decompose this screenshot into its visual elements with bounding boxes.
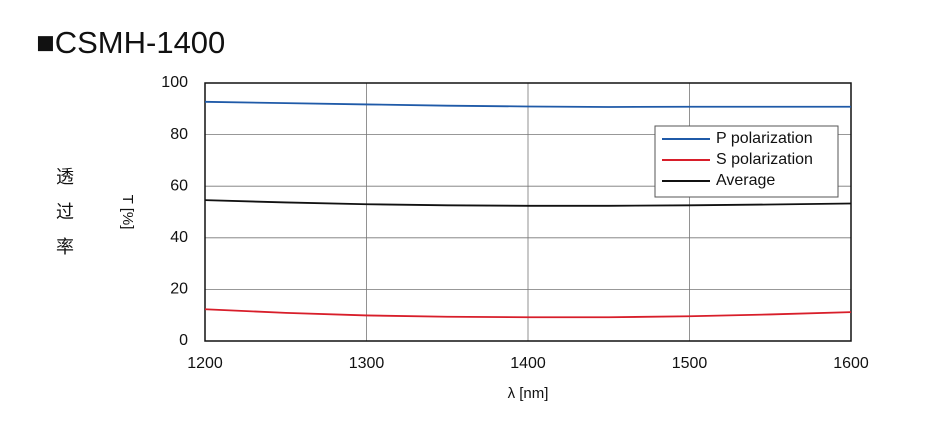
x-tick-label: 1500 bbox=[672, 355, 708, 372]
data-line bbox=[204, 100, 851, 108]
chart-title: ■CSMH-1400 bbox=[36, 25, 225, 60]
y-tick-label: 0 bbox=[179, 332, 188, 349]
legend-label: S polarization bbox=[716, 151, 813, 168]
side-label: 过 bbox=[56, 202, 74, 223]
data-line bbox=[204, 199, 852, 207]
y-tick-label: 60 bbox=[170, 177, 188, 194]
legend-box bbox=[654, 125, 839, 198]
plot-frame bbox=[204, 82, 852, 342]
x-axis-label: λ [nm] bbox=[508, 385, 549, 402]
y-tick-label: 40 bbox=[170, 229, 188, 246]
y-axis-label: T [%] bbox=[119, 195, 136, 230]
x-tick-label: 1300 bbox=[349, 355, 385, 372]
legend-label: P polarization bbox=[716, 130, 813, 147]
data-line bbox=[204, 308, 852, 319]
y-tick-label: 80 bbox=[170, 126, 188, 143]
side-label: 透 bbox=[56, 167, 74, 188]
side-label: 率 bbox=[56, 237, 74, 258]
y-tick-label: 100 bbox=[161, 74, 188, 91]
x-tick-label: 1200 bbox=[187, 355, 223, 372]
x-tick-label: 1600 bbox=[833, 355, 869, 372]
legend-label: Average bbox=[716, 172, 775, 189]
x-tick-label: 1400 bbox=[510, 355, 546, 372]
y-tick-label: 20 bbox=[170, 281, 188, 298]
